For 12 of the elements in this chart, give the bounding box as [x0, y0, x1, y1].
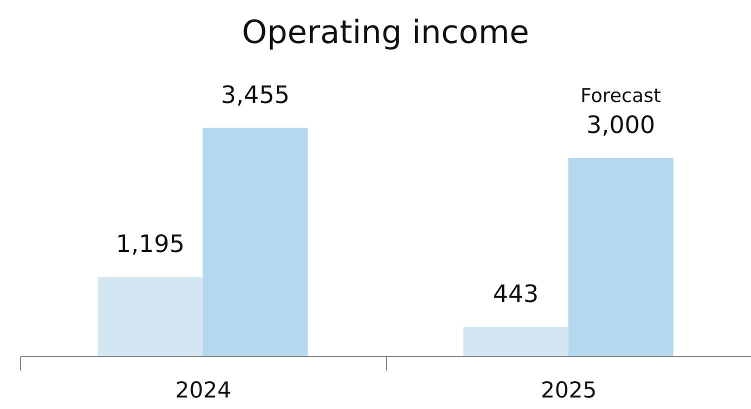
data-label: 1,195 [116, 230, 185, 258]
chart-title: Operating income [242, 12, 530, 51]
data-label: 443 [492, 280, 539, 308]
x-tick-label: 2024 [175, 378, 232, 404]
annotation: Forecast [580, 84, 661, 107]
bar [568, 158, 674, 356]
data-label: 3,455 [220, 80, 290, 109]
x-tick-label: 2025 [540, 378, 597, 404]
data-label: 3,000 [586, 110, 656, 139]
bar [202, 128, 308, 356]
bar [98, 277, 203, 356]
bar [463, 326, 568, 356]
